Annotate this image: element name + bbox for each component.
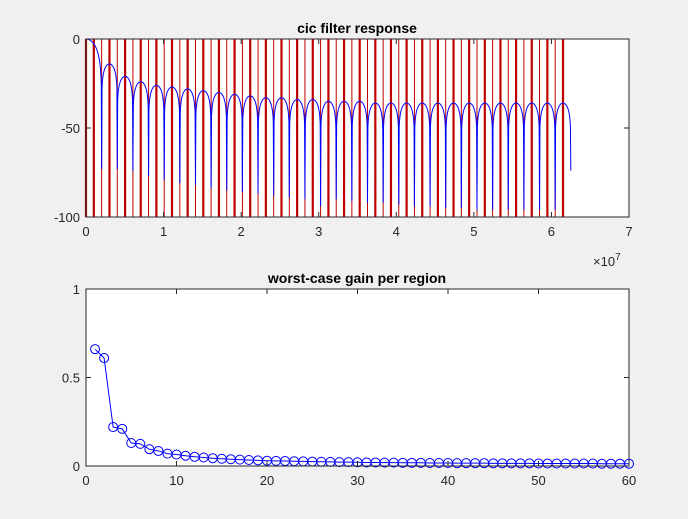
bottom-axes: 0 10 20 30 40 50 60 0 0.5 1 worst-case gain per r… (62, 270, 636, 488)
bottom-axes-plot-area (86, 289, 629, 466)
response-line (85, 38, 572, 210)
y-tick-label: -50 (61, 121, 80, 136)
x-tick-label: 10 (169, 473, 183, 488)
response-series (85, 38, 572, 210)
x-tick-label: 5 (470, 224, 477, 239)
x-tick-label: 2 (238, 224, 245, 239)
x-tick-label: 20 (260, 473, 274, 488)
gain-point (153, 445, 164, 456)
x-tick-label: 0 (82, 224, 89, 239)
x-tick-label: 60 (622, 473, 636, 488)
x-tick-label: 3 (315, 224, 322, 239)
x-tick-label: 1 (160, 224, 167, 239)
top-axes-ticks: 0 1 2 3 4 5 6 7 -100 -50 0 (54, 32, 633, 239)
x-tick-label: 6 (548, 224, 555, 239)
y-tick-label: 0 (73, 459, 80, 474)
y-tick-label: 1 (73, 282, 80, 297)
x-tick-label: 0 (82, 473, 89, 488)
gain-point (99, 353, 110, 364)
y-tick-label: -100 (54, 210, 80, 225)
x-tick-label: 50 (531, 473, 545, 488)
x-exponent-base: ×10 (593, 254, 615, 269)
top-axes: 0 1 2 3 4 5 6 7 -100 -50 0 cic filter response ×10… (54, 20, 633, 269)
bottom-chart-title: worst-case gain per region (267, 270, 446, 286)
gain-point (117, 423, 128, 434)
top-chart-title: cic filter response (297, 20, 417, 36)
y-tick-label: 0.5 (62, 371, 80, 386)
top-axes-plot-area (86, 39, 629, 217)
x-exponent-label: ×107 (593, 252, 621, 269)
x-tick-label: 4 (393, 224, 400, 239)
gain-point (90, 344, 101, 355)
bottom-axes-ticks: 0 10 20 30 40 50 60 0 0.5 1 (62, 282, 636, 488)
x-tick-label: 30 (350, 473, 364, 488)
x-tick-label: 40 (441, 473, 455, 488)
x-tick-label: 7 (625, 224, 632, 239)
y-tick-label: 0 (73, 32, 80, 47)
x-exponent-power: 7 (615, 252, 621, 263)
gain-point (135, 438, 146, 449)
